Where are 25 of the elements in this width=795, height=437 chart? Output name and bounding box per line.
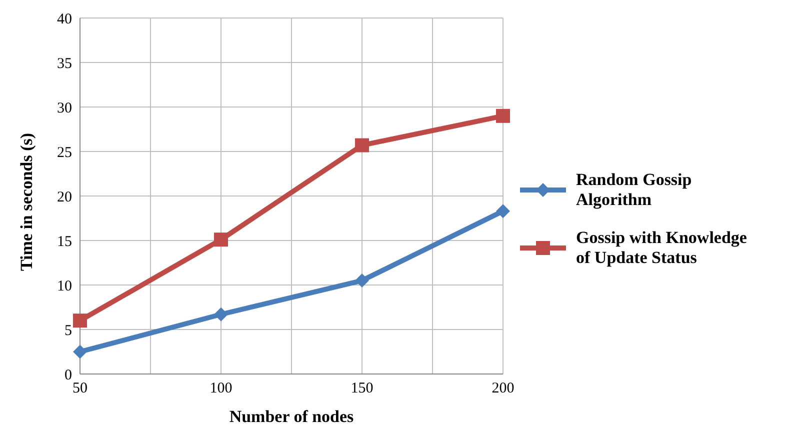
y-tick-label: 0 bbox=[64, 367, 72, 384]
y-axis-title: Time in seconds (s) bbox=[17, 132, 36, 271]
x-tick-label: 100 bbox=[210, 380, 232, 397]
point bbox=[496, 204, 510, 218]
y-tick-label: 15 bbox=[57, 234, 72, 250]
point bbox=[355, 274, 369, 288]
x-tick-label: 150 bbox=[350, 380, 374, 397]
point bbox=[355, 138, 369, 152]
x-tick-label: 50 bbox=[72, 380, 88, 397]
point bbox=[214, 232, 228, 247]
y-tick-label: 30 bbox=[57, 100, 72, 116]
point bbox=[496, 108, 510, 123]
y-tick-label: 20 bbox=[57, 189, 72, 206]
y-tick-label: 35 bbox=[57, 56, 72, 72]
y-tick-label: 25 bbox=[57, 144, 72, 161]
x-axis-title: Number of nodes bbox=[229, 407, 354, 426]
legend-label: Gossip with Knowledge of Update Status bbox=[576, 228, 748, 268]
point bbox=[73, 344, 87, 359]
y-tick-label: 40 bbox=[57, 11, 72, 28]
point bbox=[73, 314, 87, 328]
y-tick-label: 10 bbox=[57, 278, 72, 294]
y-tick-label: 5 bbox=[64, 322, 72, 339]
x-tick-label: 200 bbox=[492, 380, 514, 397]
point bbox=[214, 307, 228, 322]
legend-label: Random Gossip Algorithm bbox=[576, 170, 693, 210]
